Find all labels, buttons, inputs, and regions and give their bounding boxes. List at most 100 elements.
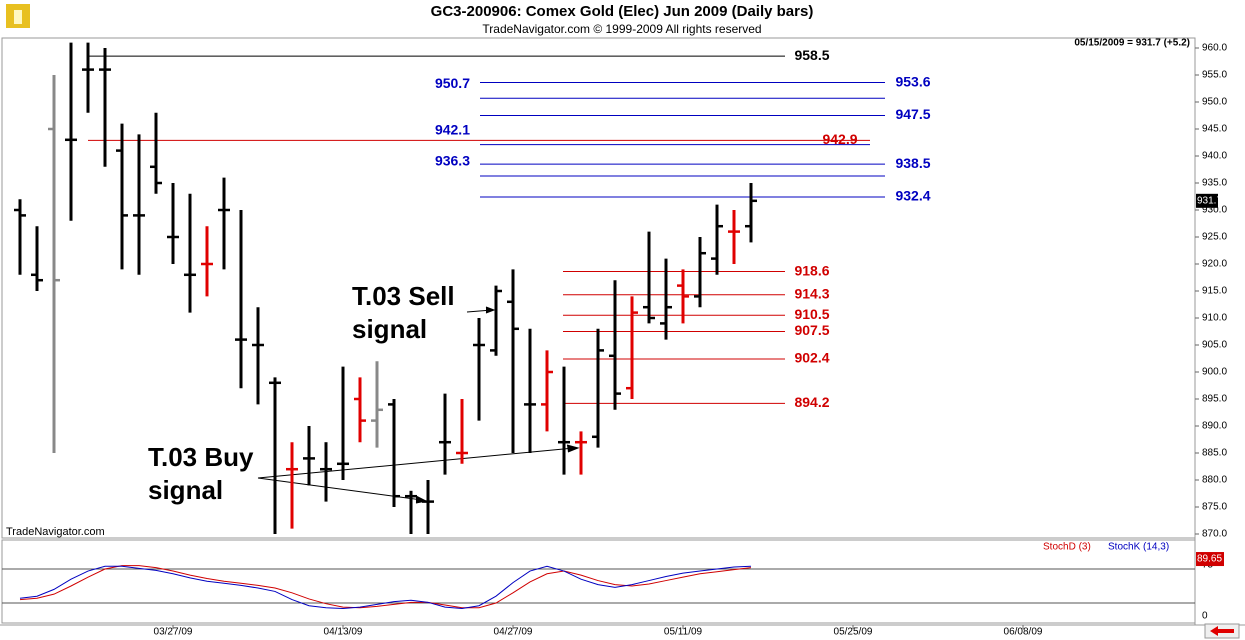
price-bar (473, 318, 485, 421)
price-bar (660, 258, 672, 340)
annotation: signal (352, 314, 427, 344)
price-bar (592, 328, 604, 448)
level-label: 907.5 (794, 322, 829, 338)
price-bar (643, 231, 655, 324)
price-bar (711, 204, 723, 275)
price-bar (201, 226, 213, 297)
price-bar (677, 269, 689, 324)
price-bar (694, 237, 706, 308)
price-bar (116, 123, 128, 270)
annotation: T.03 Sell (352, 281, 455, 311)
price-bar (252, 307, 264, 405)
y-tick-label: 955.0 (1202, 70, 1227, 81)
x-tick-label: 03/27/09 (154, 627, 193, 638)
x-tick-label: 05/11/09 (664, 627, 703, 638)
x-tick-label: 05/25/09 (834, 627, 873, 638)
level-label: 918.6 (794, 262, 829, 278)
watermark: TradeNavigator.com (6, 526, 105, 538)
price-bar (82, 42, 94, 113)
x-tick-label: 06/08/09 (1004, 627, 1043, 638)
y-tick-label: 915.0 (1202, 286, 1227, 297)
y-tick-label: 925.0 (1202, 232, 1227, 243)
price-bar (184, 193, 196, 313)
price-bar (405, 490, 417, 534)
level-label: 950.7 (435, 75, 470, 91)
y-tick-label: 935.0 (1202, 178, 1227, 189)
stoch-tick-label: 0 (1202, 611, 1208, 622)
level-label: 938.5 (895, 155, 930, 171)
price-bar (490, 285, 502, 356)
subtitle: TradeNavigator.com © 1999-2009 All right… (482, 22, 761, 36)
x-tick-label: 04/13/09 (324, 627, 363, 638)
chart-title: GC3-200906: Comex Gold (Elec) Jun 2009 (… (431, 3, 814, 20)
price-bar (575, 431, 587, 475)
stoch-tag-label: 89.65 (1197, 554, 1222, 565)
level-label: 953.6 (895, 73, 930, 89)
level-label: 902.4 (794, 350, 829, 366)
price-tag-label: 931.7 (1197, 195, 1222, 206)
level-label: 942.1 (435, 121, 470, 137)
y-tick-label: 960.0 (1202, 43, 1227, 54)
level-label: 942.9 (822, 131, 857, 147)
price-bar (524, 328, 536, 453)
annotation: T.03 Buy (148, 442, 254, 472)
level-label: 932.4 (895, 188, 930, 204)
price-bar (337, 366, 349, 480)
level-label: 958.5 (794, 47, 829, 63)
y-tick-label: 890.0 (1202, 421, 1227, 432)
level-label: 910.5 (794, 306, 829, 322)
y-tick-label: 885.0 (1202, 448, 1227, 459)
y-tick-label: 880.0 (1202, 475, 1227, 486)
price-bar (745, 183, 757, 243)
y-tick-label: 930.0 (1202, 205, 1227, 216)
level-label: 947.5 (895, 106, 930, 122)
level-label: 894.2 (794, 394, 829, 410)
y-tick-label: 940.0 (1202, 151, 1227, 162)
y-tick-label: 895.0 (1202, 394, 1227, 405)
y-tick-label: 920.0 (1202, 259, 1227, 270)
stoch-line (19, 565, 752, 609)
logo (6, 4, 30, 28)
stoch-tag (1196, 552, 1224, 567)
price-bar (422, 480, 434, 534)
price-bar (31, 226, 43, 291)
price-bar (150, 112, 162, 194)
y-tick-label: 875.0 (1202, 502, 1227, 513)
price-bar (456, 399, 468, 464)
legend-entry: StochD (3) (1043, 542, 1091, 553)
price-bar (371, 361, 383, 448)
y-tick-label: 870.0 (1202, 529, 1227, 540)
price-bar (167, 183, 179, 264)
y-tick-label: 950.0 (1202, 97, 1227, 108)
price-bar (558, 366, 570, 475)
price-bar (507, 269, 519, 453)
price-bar (320, 442, 332, 502)
level-label: 936.3 (435, 153, 470, 169)
price-bar (269, 377, 281, 534)
legend-entry: StochK (14,3) (1108, 542, 1169, 553)
annotation: signal (148, 475, 223, 505)
y-tick-label: 905.0 (1202, 340, 1227, 351)
y-tick-label: 900.0 (1202, 367, 1227, 378)
price-bar (388, 399, 400, 507)
price-tag (1196, 193, 1218, 208)
level-label: 914.3 (794, 285, 829, 301)
x-tick-label: 04/27/09 (494, 627, 533, 638)
price-bar (65, 42, 77, 221)
price-bar (235, 210, 247, 389)
price-bar (286, 442, 298, 529)
y-tick-label: 910.0 (1202, 313, 1227, 324)
price-bar (609, 280, 621, 410)
signal-arrows (257, 306, 580, 504)
price-bar (626, 296, 638, 399)
price-bar (14, 199, 26, 275)
price-bar (541, 350, 553, 432)
price-bar (303, 426, 315, 486)
price-bar (354, 377, 366, 443)
last-info: 05/15/2009 = 931.7 (+5.2) (1074, 38, 1190, 49)
price-bar (133, 134, 145, 275)
price-bar (218, 177, 230, 270)
price-bar (439, 393, 451, 475)
